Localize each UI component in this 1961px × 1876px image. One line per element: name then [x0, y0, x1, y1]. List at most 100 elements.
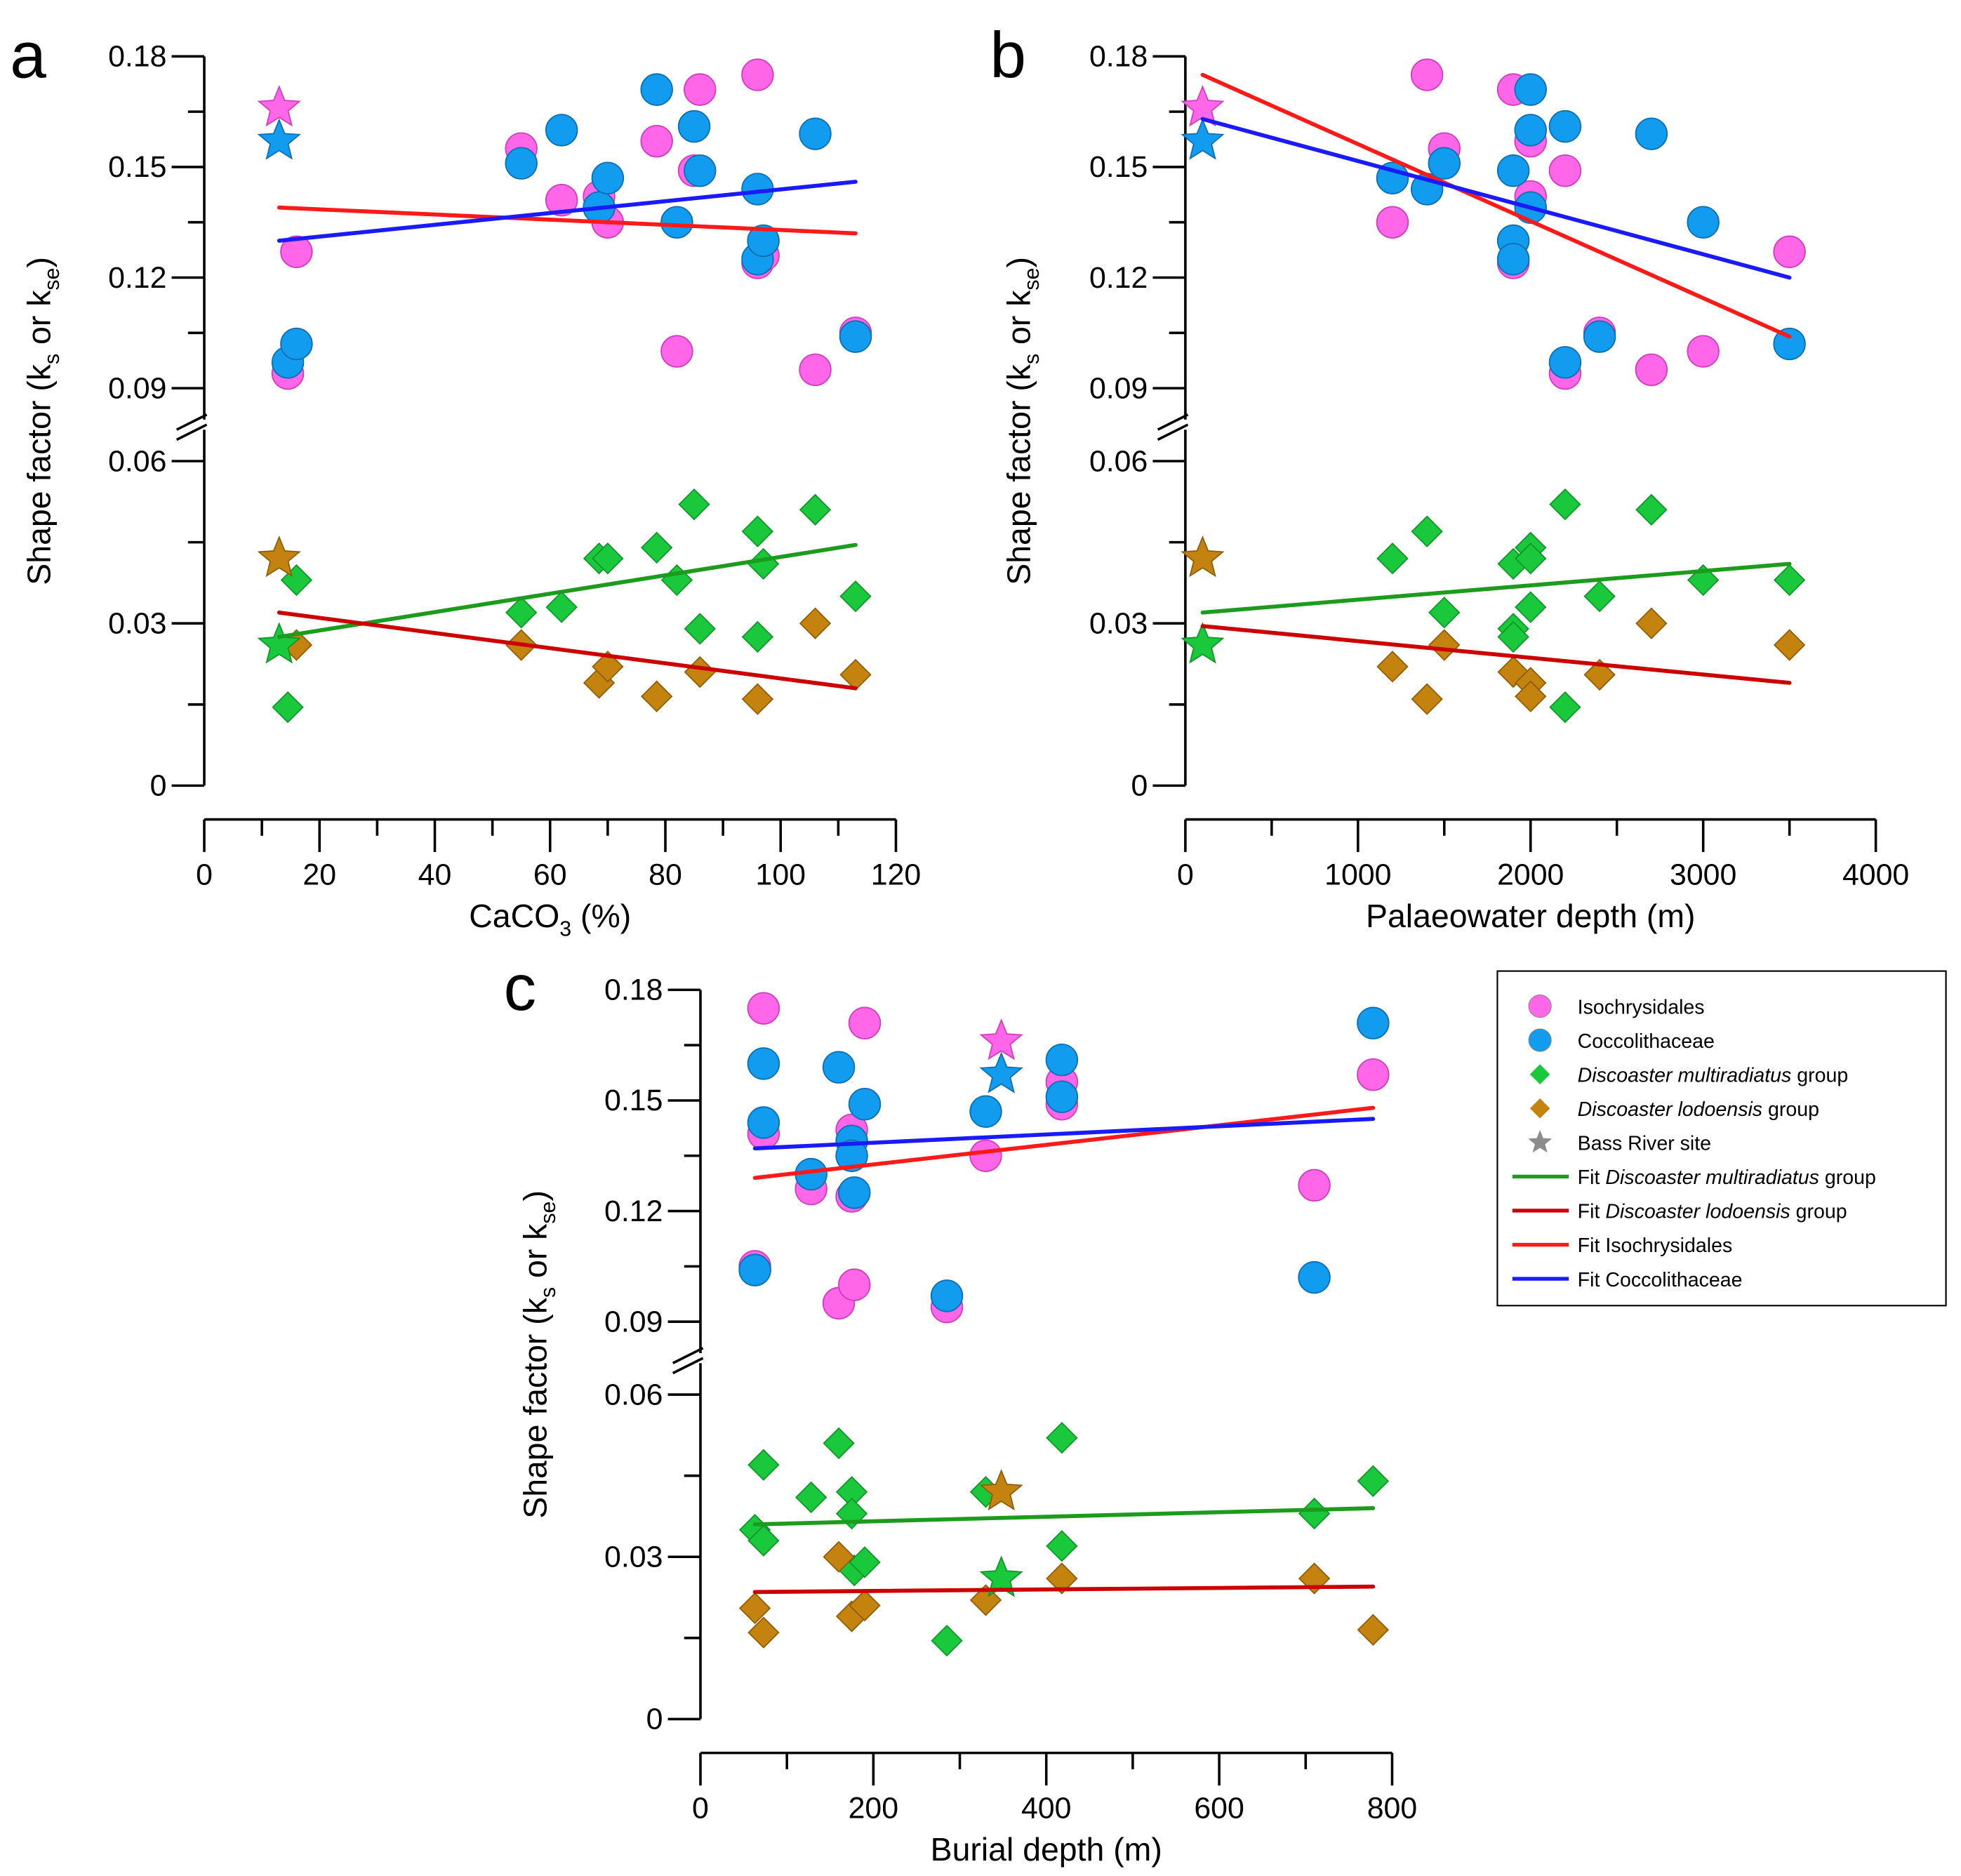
fit-line-isochrysidales	[752, 1105, 1376, 1180]
point-isochrysidales	[1635, 353, 1668, 387]
point-coccolithaceae	[1045, 1080, 1079, 1113]
x-axis-label: CaCO3 (%)	[469, 898, 631, 940]
x-tick-label: 40	[418, 858, 452, 891]
point-coccolithaceae	[1583, 320, 1616, 353]
point-coccolithaceae	[1496, 243, 1530, 276]
point-coccolithaceae	[1357, 1006, 1390, 1039]
point-discoaster-multiradiatus-group	[799, 493, 832, 526]
y-tick-label: 0.15	[604, 1084, 663, 1117]
point-discoaster-lodoensis-group	[1411, 683, 1443, 715]
x-tick-label: 0	[1177, 858, 1194, 891]
y-tick-label: 0.18	[1089, 40, 1148, 74]
point-discoaster-multiradiatus-group	[1046, 1530, 1078, 1562]
point-discoaster-lodoensis-group	[849, 1589, 881, 1622]
y-axis-label: Shape factor (ks or kse)	[1001, 257, 1044, 585]
point-discoaster-lodoensis-group	[1357, 1614, 1390, 1646]
point-coccolithaceae	[505, 147, 538, 180]
point-coccolithaceae	[1514, 114, 1547, 147]
y-tick-label: 0.06	[1089, 444, 1148, 478]
point-coccolithaceae	[747, 1047, 780, 1080]
point-coccolithaceae	[930, 1279, 964, 1312]
y-tick-label: 0.06	[604, 1378, 663, 1411]
x-axis-label: Palaeowater depth (m)	[1366, 898, 1695, 934]
y-axis-label: Shape factor (ks or kse)	[517, 1190, 559, 1519]
legend-marker-circle	[1528, 994, 1552, 1018]
bass-river-star-isochrysidales	[979, 1018, 1023, 1060]
legend: Isochrysidales Coccolithaceae Discoaster m…	[1496, 970, 1947, 1307]
point-discoaster-multiradiatus-group	[272, 691, 304, 724]
y-tick-label: 0.15	[1089, 150, 1148, 184]
fit-line-discoaster-lodoensis-group	[277, 610, 858, 691]
legend-marker-circle	[1528, 1028, 1552, 1052]
y-tick-label: 0.06	[108, 444, 166, 478]
point-isochrysidales	[848, 1006, 882, 1039]
point-isochrysidales	[838, 1268, 871, 1301]
point-isochrysidales	[1357, 1058, 1390, 1091]
y-tick-label: 0.03	[108, 606, 166, 640]
y-tick-label: 0.12	[1089, 261, 1148, 295]
legend-label: Discoaster multiradiatus group	[1578, 1064, 1849, 1086]
point-coccolithaceae	[660, 206, 693, 239]
point-discoaster-multiradiatus-group	[747, 1524, 780, 1557]
point-coccolithaceae	[969, 1095, 1002, 1128]
point-coccolithaceae	[1428, 147, 1461, 180]
bass-river-star-discoaster-lodoensis-group	[257, 535, 301, 578]
point-isochrysidales	[660, 335, 693, 368]
panel-letter: a	[10, 19, 46, 92]
point-discoaster-multiradiatus-group	[931, 1625, 963, 1657]
point-coccolithaceae	[280, 327, 313, 361]
point-discoaster-multiradiatus-group	[505, 597, 538, 629]
point-coccolithaceae	[640, 73, 673, 106]
point-discoaster-multiradiatus-group	[660, 564, 693, 597]
point-discoaster-lodoensis-group	[747, 1616, 780, 1649]
point-coccolithaceae	[1496, 154, 1530, 187]
point-discoaster-lodoensis-group	[1773, 629, 1806, 661]
fit-line-discoaster-lodoensis-group	[1200, 624, 1792, 685]
point-coccolithaceae	[822, 1051, 856, 1084]
y-tick-label: 0.03	[1089, 606, 1148, 640]
point-discoaster-multiradiatus-group	[1357, 1465, 1390, 1498]
point-discoaster-multiradiatus-group	[1635, 493, 1668, 526]
fit-line-discoaster-lodoensis-group	[752, 1584, 1376, 1595]
point-coccolithaceae	[799, 117, 832, 150]
point-discoaster-multiradiatus-group	[1497, 620, 1529, 653]
x-tick-label: 120	[871, 858, 921, 891]
x-tick-label: 0	[692, 1791, 709, 1825]
axis-break-mark	[1157, 423, 1189, 441]
fit-line-isochrysidales	[1200, 72, 1792, 339]
point-coccolithaceae	[1687, 206, 1720, 239]
point-discoaster-multiradiatus-group	[1773, 564, 1806, 597]
point-coccolithaceae	[677, 109, 711, 143]
point-coccolithaceae	[839, 320, 872, 353]
axis-break-mark	[672, 1347, 704, 1364]
fit-line-discoaster-multiradiatus-group	[752, 1506, 1376, 1526]
y-tick-label: 0.03	[604, 1541, 663, 1574]
legend-label: Fit Coccolithaceae	[1578, 1269, 1743, 1291]
point-isochrysidales	[684, 73, 717, 106]
point-coccolithaceae	[1045, 1043, 1079, 1077]
legend-label: Fit Discoaster multiradiatus group	[1578, 1166, 1876, 1189]
legend-box	[1496, 970, 1947, 1307]
x-tick-label: 4000	[1842, 858, 1909, 891]
x-tick-label: 60	[533, 858, 567, 891]
x-tick-label: 600	[1194, 1791, 1244, 1825]
x-tick-label: 800	[1367, 1791, 1417, 1825]
x-tick-label: 20	[303, 858, 336, 891]
axis-break-mark	[672, 1357, 704, 1375]
point-coccolithaceae	[747, 1106, 780, 1139]
point-isochrysidales	[1548, 154, 1582, 187]
point-isochrysidales	[969, 1139, 1002, 1172]
x-tick-label: 100	[756, 858, 806, 891]
point-discoaster-multiradiatus-group	[741, 515, 774, 547]
point-coccolithaceae	[684, 154, 717, 187]
point-discoaster-multiradiatus-group	[1376, 543, 1409, 575]
legend-label: Isochrysidales	[1578, 996, 1705, 1018]
point-discoaster-multiradiatus-group	[684, 613, 716, 645]
y-tick-label: 0.09	[108, 371, 166, 405]
y-tick-label: 0	[646, 1703, 663, 1736]
point-coccolithaceae	[1298, 1260, 1331, 1294]
point-discoaster-multiradiatus-group	[1046, 1422, 1078, 1454]
point-discoaster-lodoensis-group	[1046, 1562, 1078, 1595]
point-discoaster-multiradiatus-group	[747, 1449, 780, 1481]
